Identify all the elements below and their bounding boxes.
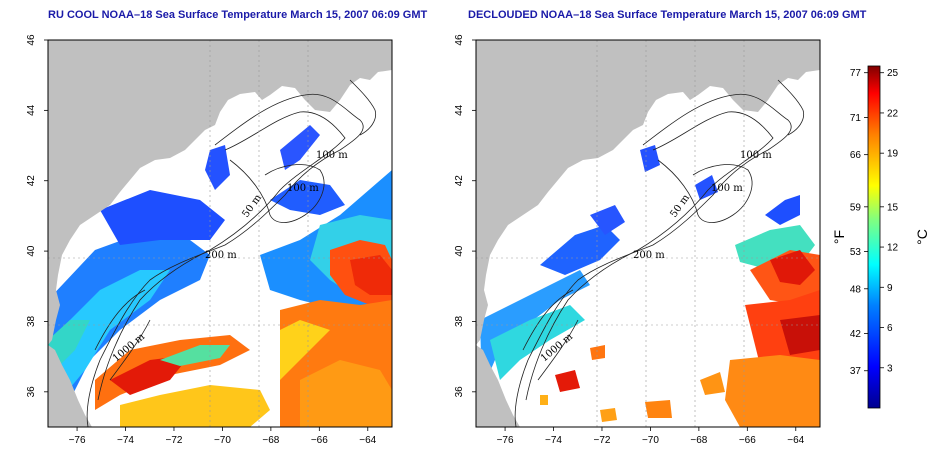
x-tick-label: −66 [311, 435, 328, 446]
sst-field-raw [48, 125, 392, 427]
contour-label-100m-a: 100 m [316, 150, 348, 161]
x-tick-label: −68 [262, 435, 279, 446]
x-tick-label: −72 [165, 435, 182, 446]
x-tick-label: −72 [593, 435, 610, 446]
y-tick-label: 44 [26, 104, 37, 116]
y-tick-label: 46 [26, 34, 37, 46]
y-tick-label: 36 [454, 386, 465, 398]
colorbar-scale [867, 65, 881, 409]
colorbar-fahrenheit-label: 37 [850, 366, 862, 377]
colorbar-unit-fahrenheit: °F [831, 230, 847, 244]
map-frame [475, 39, 821, 428]
x-tick-label: −74 [117, 435, 134, 446]
colorbar-celsius-label: 15 [887, 202, 899, 213]
sst-field-declouded [480, 145, 820, 427]
colorbar-fahrenheit-label: 59 [850, 202, 862, 213]
y-tick-label: 40 [26, 245, 37, 257]
colorbar-fahrenheit-label: 48 [850, 284, 862, 295]
right-axes: −76 −74 −72 −70 −68 −66 −64 36 38 40 42 44 46 [454, 34, 805, 446]
land-mass [476, 40, 820, 345]
colorbar-celsius-label: 6 [887, 323, 893, 334]
colorbar-celsius-label: 22 [887, 108, 899, 119]
y-tick-label: 40 [454, 245, 465, 257]
x-tick-label: −70 [642, 435, 659, 446]
colorbar-fahrenheit-label: 77 [850, 68, 862, 79]
map-frame [47, 39, 393, 428]
colorbar-ticks: 25 22 19 15 12 9 6 3 77 71 66 59 53 48 42 37 [850, 68, 899, 377]
right-map-panel: 100 m 100 m 50 m 200 m 1000 m [475, 39, 821, 428]
colorbar-unit-celsius: °C [914, 229, 930, 245]
colorbar-fahrenheit-label: 66 [850, 150, 862, 161]
y-tick-label: 44 [454, 104, 465, 116]
left-axes: −76 −74 −72 −70 −68 −66 −64 36 38 40 42 44 46 [26, 34, 377, 446]
colorbar-fahrenheit-label: 53 [850, 247, 862, 258]
land-mass [48, 40, 392, 345]
y-tick-label: 38 [26, 315, 37, 327]
left-panel-title: RU COOL NOAA–18 Sea Surface Temperature … [48, 9, 428, 21]
bathymetry-contours [514, 79, 805, 427]
land-mass-southeast [48, 345, 92, 427]
y-tick-label: 38 [454, 315, 465, 327]
contour-label-200m: 200 m [205, 250, 237, 261]
contour-label-100m-a: 100 m [740, 150, 772, 161]
x-tick-label: −64 [787, 435, 804, 446]
contour-label-100m-b: 100 m [287, 183, 319, 194]
x-tick-label: −76 [69, 435, 86, 446]
x-tick-label: −64 [359, 435, 376, 446]
y-tick-label: 36 [26, 386, 37, 398]
y-tick-label: 42 [26, 175, 37, 187]
colorbar-celsius-label: 3 [887, 363, 893, 374]
lat-lon-grid [48, 40, 392, 427]
bathymetry-contours [86, 79, 377, 427]
colorbar-fahrenheit-label: 71 [850, 113, 862, 124]
colorbar-celsius-label: 12 [887, 243, 899, 254]
right-panel-title: DECLOUDED NOAA–18 Sea Surface Temperatur… [468, 9, 867, 21]
x-tick-label: −66 [739, 435, 756, 446]
left-map-panel: 100 m 100 m 50 m 200 m 1000 m [47, 39, 393, 428]
y-tick-label: 42 [454, 175, 465, 187]
x-tick-label: −68 [690, 435, 707, 446]
x-tick-label: −74 [545, 435, 562, 446]
lat-lon-grid [476, 40, 820, 427]
x-tick-label: −70 [214, 435, 231, 446]
colorbar: 25 22 19 15 12 9 6 3 77 71 66 59 53 48 42 37 °F °C [831, 65, 930, 409]
contour-label-100m-b: 100 m [711, 183, 743, 194]
contour-label-200m: 200 m [633, 250, 665, 261]
colorbar-celsius-label: 9 [887, 283, 893, 294]
colorbar-fahrenheit-label: 42 [850, 329, 862, 340]
land-mass-southeast [476, 345, 520, 427]
y-tick-label: 46 [454, 34, 465, 46]
colorbar-celsius-label: 19 [887, 149, 899, 160]
colorbar-celsius-label: 25 [887, 68, 899, 79]
x-tick-label: −76 [497, 435, 514, 446]
